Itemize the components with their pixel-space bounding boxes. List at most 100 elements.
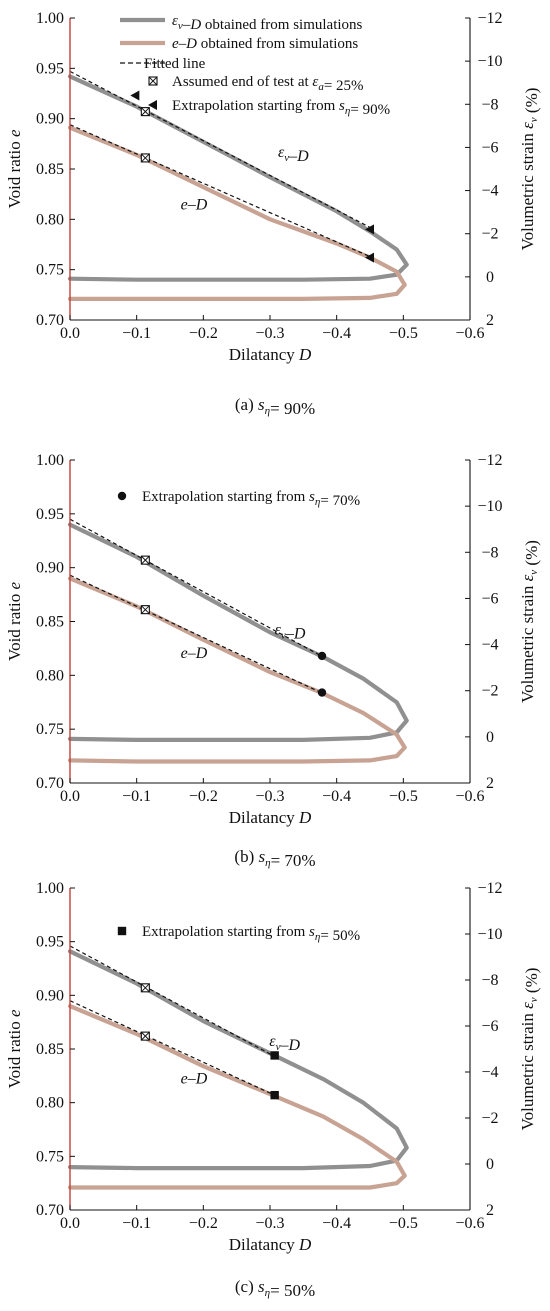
fitted-line xyxy=(69,124,371,258)
y-tick-label: 0.80 xyxy=(36,1095,64,1112)
fitted-line xyxy=(69,518,324,658)
y-tick-label: 0.75 xyxy=(36,262,64,279)
y2-tick-label: 0 xyxy=(486,729,494,746)
y-tick-label: 0.95 xyxy=(36,506,64,523)
y2-tick-label: −10 xyxy=(477,53,502,70)
fitted-line xyxy=(69,70,371,228)
y2-tick-label: 2 xyxy=(486,775,494,792)
extrapolation-marker xyxy=(365,224,374,235)
extrapolation-marker xyxy=(270,1051,279,1060)
y2-tick-label: −2 xyxy=(481,1110,498,1127)
fitted-line xyxy=(69,945,275,1058)
y-tick-label: 0.90 xyxy=(36,560,64,577)
y-tick-label: 1.00 xyxy=(36,452,64,469)
y-tick-label: 0.90 xyxy=(36,111,64,128)
y2-tick-label: −2 xyxy=(481,683,498,700)
x-tick-label: −0.4 xyxy=(322,788,351,805)
y2-tick-label: −6 xyxy=(481,590,498,607)
ev-curve-label: εv–D xyxy=(278,144,309,165)
chart-panel-c: 0.0 −0.1 −0.2 −0.3 −0.4 −0.5 −0.6 0.70 0.75 0.80 0… xyxy=(5,880,541,1300)
x-tick-label: −0.2 xyxy=(189,788,218,805)
x-axis-title: Dilatancy D xyxy=(229,808,312,827)
y2-tick-label: −8 xyxy=(481,96,498,113)
x-tick-label: −0.6 xyxy=(455,325,484,342)
x-tick-label: 0.0 xyxy=(60,1215,80,1232)
fitted-line xyxy=(69,1000,275,1096)
legend-swatch-extrap xyxy=(117,926,127,936)
y2-axis-title: Volumetric strain εv (%) xyxy=(518,540,541,703)
x-tick-label: −0.3 xyxy=(255,788,284,805)
x-axis-title: Dilatancy D xyxy=(229,1235,312,1254)
y-tick-label: 0.90 xyxy=(36,987,64,1004)
legend-label-extrap: Extrapolation starting from sη= 50% xyxy=(142,924,360,944)
x-tick-label: −0.5 xyxy=(389,325,418,342)
y-tick-label: 0.85 xyxy=(36,1041,64,1058)
extrapolation-marker xyxy=(317,651,327,661)
e-curve-label: e–D xyxy=(181,645,208,662)
y2-tick-label: 0 xyxy=(486,269,494,286)
y-axis-title: Void ratio e xyxy=(5,582,24,661)
y2-tick-label: −4 xyxy=(481,183,498,200)
legend-label-e: e–D obtained from simulations xyxy=(172,36,358,52)
end-of-test-marker xyxy=(140,107,150,117)
chart-panel-b: 0.0 −0.1 −0.2 −0.3 −0.4 −0.5 −0.6 0.70 0.75 0.80 0… xyxy=(5,452,541,870)
x-tick-label: −0.6 xyxy=(455,788,484,805)
x-tick-label: −0.4 xyxy=(322,1215,351,1232)
legend: Extrapolation starting from sη= 70% xyxy=(117,489,360,509)
panel-caption: (b) sη= 70% xyxy=(234,847,315,870)
legend-label-end: Assumed end of test at εa= 25% xyxy=(172,74,364,94)
x-tick-label: −0.3 xyxy=(255,1215,284,1232)
legend-label-extrap: Extrapolation starting from sη= 70% xyxy=(142,489,360,509)
x-tick-label: 0.0 xyxy=(60,788,80,805)
panel-caption: (c) sη= 50% xyxy=(235,1277,315,1300)
y-tick-label: 0.80 xyxy=(36,667,64,684)
y2-tick-label: −12 xyxy=(477,880,502,897)
x-tick-label: −0.3 xyxy=(255,325,284,342)
y2-tick-label: −8 xyxy=(481,972,498,989)
y2-tick-label: −12 xyxy=(477,452,502,469)
end-of-test-marker xyxy=(140,555,150,565)
legend-swatch-extrap xyxy=(148,100,157,110)
e-curve xyxy=(67,1004,407,1190)
legend: Extrapolation starting from sη= 50% xyxy=(117,924,360,944)
extrapolation-marker xyxy=(365,252,374,263)
x-tick-label: −0.1 xyxy=(122,325,151,342)
y2-tick-label: −8 xyxy=(481,544,498,561)
end-of-test-marker xyxy=(140,153,150,163)
x-tick-label: −0.1 xyxy=(122,788,151,805)
y-tick-label: 0.85 xyxy=(36,614,64,631)
y2-tick-label: −12 xyxy=(477,10,502,27)
x-axis-title: Dilatancy D xyxy=(229,345,312,364)
end-marker-cross xyxy=(141,1031,150,1041)
e-curve-label: e–D xyxy=(181,1070,208,1087)
ev-curve xyxy=(67,522,409,742)
y2-tick-label: 2 xyxy=(486,1202,494,1219)
x-tick-label: −0.4 xyxy=(322,325,351,342)
end-marker-cross xyxy=(141,153,150,163)
end-of-test-marker xyxy=(140,605,150,615)
y-tick-label: 0.95 xyxy=(36,60,64,77)
y-tick-label: 0.70 xyxy=(36,775,64,792)
y2-tick-label: −6 xyxy=(481,1018,498,1035)
e-curve-label: e–D xyxy=(181,196,208,213)
extrapolation-marker xyxy=(130,90,140,101)
x-tick-label: −0.5 xyxy=(389,1215,418,1232)
ev-curve-label: εv–D xyxy=(269,1033,300,1054)
end-marker-cross xyxy=(148,76,158,86)
ev-curve-label: εv–D xyxy=(275,621,306,642)
fitted-line xyxy=(69,574,324,695)
x-tick-label: −0.5 xyxy=(389,788,418,805)
extrapolation-marker xyxy=(317,688,327,697)
legend-label-ev: εv–D obtained from simulations xyxy=(172,13,363,33)
y2-axis-title: Volumetric strain εv (%) xyxy=(518,968,541,1131)
y-tick-label: 0.80 xyxy=(36,211,64,228)
y-tick-label: 0.85 xyxy=(36,161,64,178)
y-axis-title: Void ratio e xyxy=(5,1009,24,1088)
x-tick-label: −0.2 xyxy=(189,325,218,342)
y-tick-label: 0.95 xyxy=(36,934,64,951)
legend: εv–D obtained from simulations e–D obtain… xyxy=(120,13,390,118)
end-marker-cross xyxy=(141,983,150,993)
ev-curve xyxy=(67,74,409,282)
y2-tick-label: −6 xyxy=(481,139,498,156)
y2-tick-label: 2 xyxy=(486,312,494,329)
